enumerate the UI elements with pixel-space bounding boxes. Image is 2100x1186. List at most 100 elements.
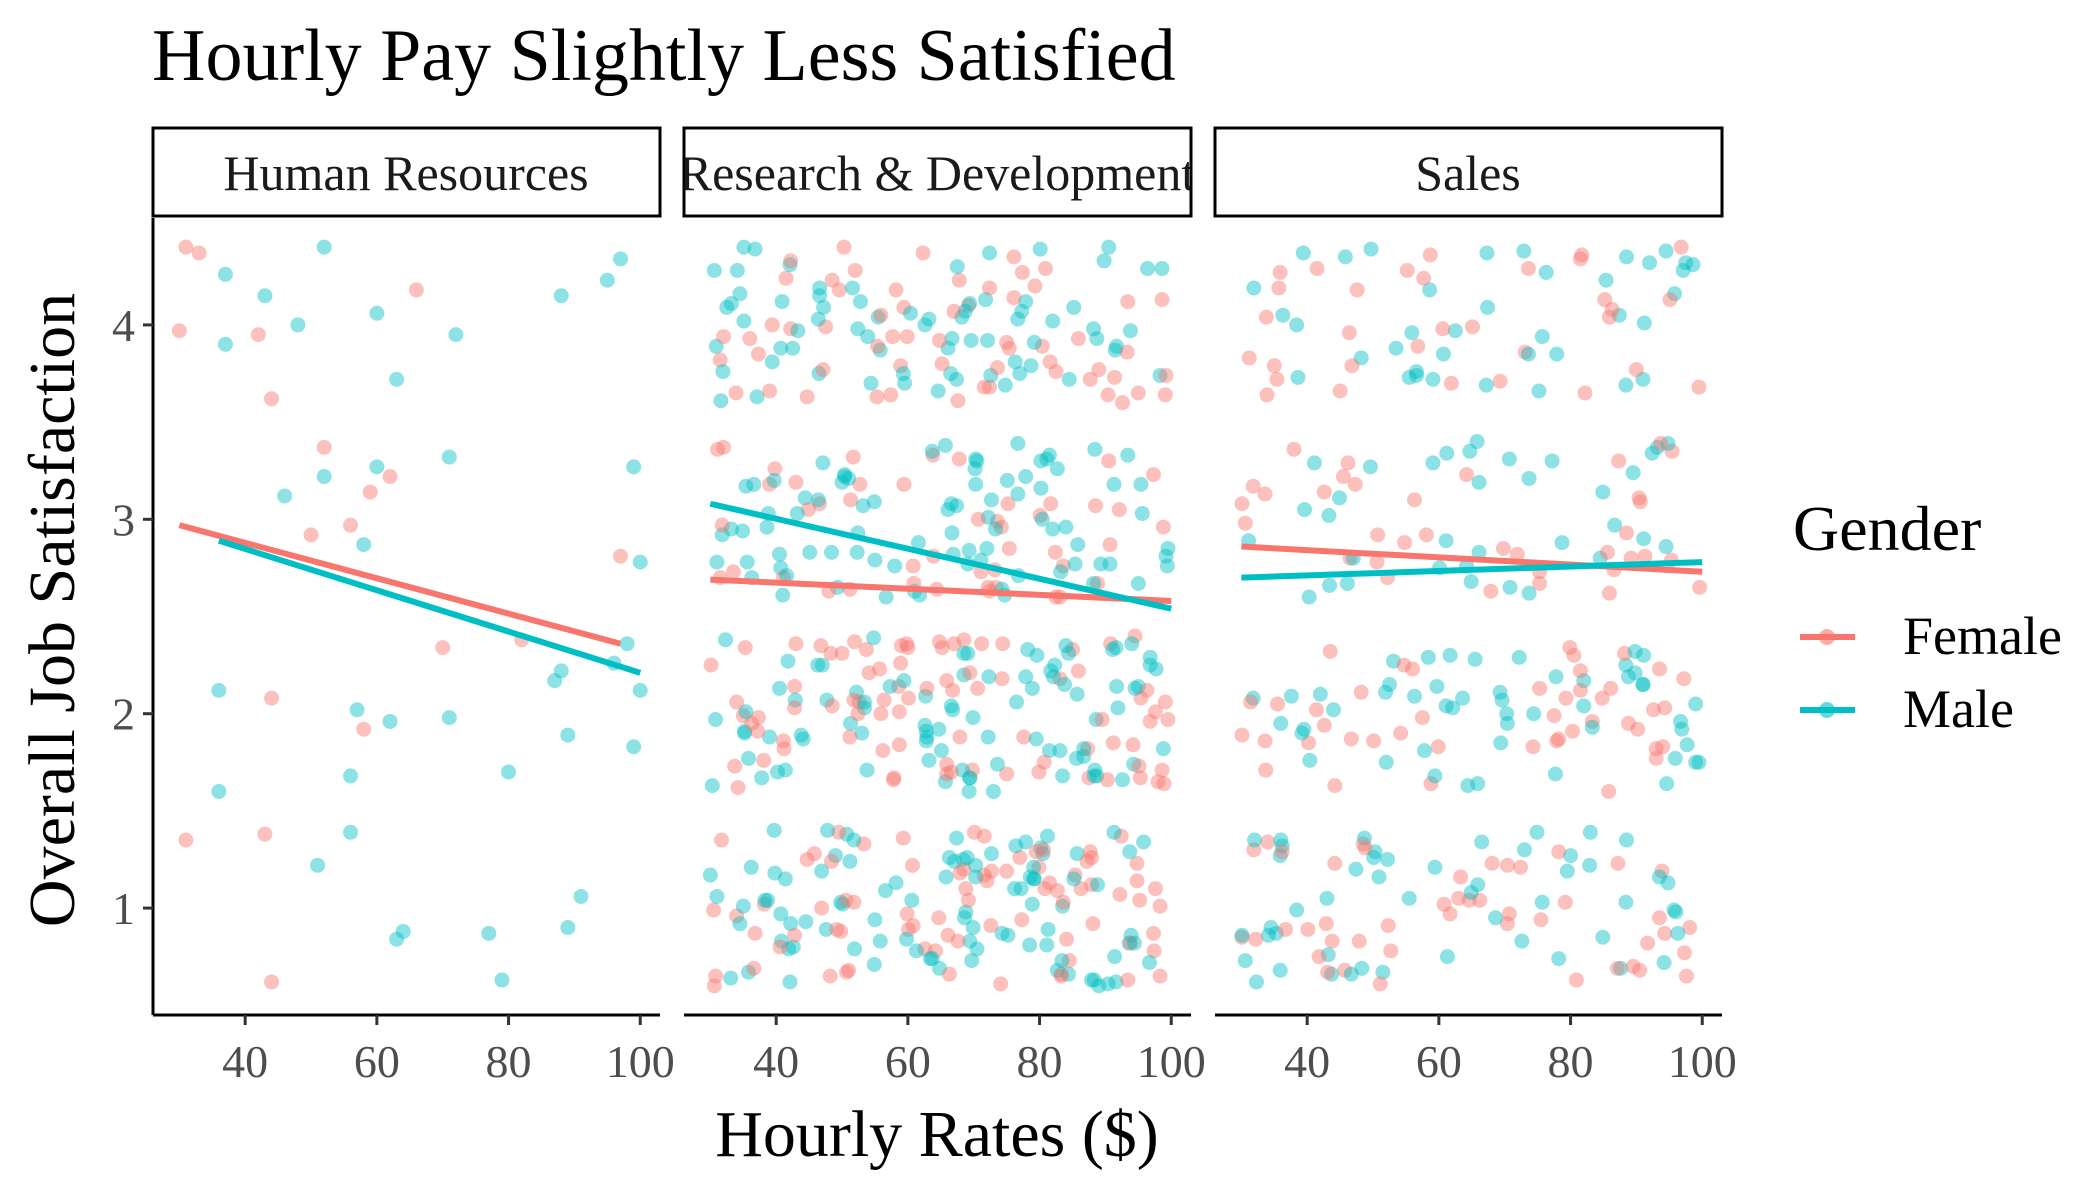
data-point-female: [1274, 844, 1290, 860]
data-point-female: [951, 451, 967, 467]
data-point-male: [1028, 731, 1044, 747]
data-point-male: [1388, 340, 1404, 356]
data-point-female: [1037, 881, 1053, 897]
data-point-male: [1595, 929, 1611, 945]
data-point-male: [1127, 680, 1143, 696]
x-tick-label: 100: [1668, 1036, 1737, 1087]
data-point-male: [441, 449, 457, 465]
data-point-male: [553, 288, 569, 304]
data-point-female: [362, 484, 378, 500]
data-point-male: [1009, 694, 1025, 710]
data-point-male: [1618, 894, 1634, 910]
data-point-male: [924, 443, 940, 459]
data-point-female: [1155, 519, 1171, 535]
data-point-male: [872, 342, 888, 358]
data-point-male: [1427, 859, 1443, 875]
data-point-female: [1027, 278, 1043, 294]
data-point-male: [1675, 262, 1691, 278]
trend-line-male: [709, 500, 1172, 612]
data-point-male: [815, 455, 831, 471]
data-point-male: [547, 673, 563, 689]
data-point-male: [706, 262, 722, 278]
data-point-male: [1688, 754, 1704, 770]
data-point-male: [856, 694, 872, 710]
data-point-male: [1474, 834, 1490, 850]
data-point-male: [1378, 684, 1394, 700]
data-point-female: [1006, 249, 1022, 265]
data-point-male: [1022, 869, 1038, 885]
data-point-female: [925, 447, 941, 463]
data-point-female: [883, 387, 899, 403]
data-point-female: [1459, 467, 1475, 483]
trend-line-female: [710, 576, 1172, 604]
data-point-male: [1526, 706, 1542, 722]
data-point-male: [918, 723, 934, 739]
data-point-male: [1008, 838, 1024, 854]
data-point-male: [1123, 927, 1139, 943]
data-point-female: [1609, 960, 1625, 976]
data-point-male: [931, 721, 947, 737]
data-point-male: [1621, 669, 1637, 685]
data-point-male: [933, 743, 949, 759]
data-point-female: [800, 502, 816, 518]
data-point-female: [1557, 894, 1573, 910]
data-point-female: [750, 346, 766, 362]
data-point-female: [1492, 373, 1508, 389]
data-point-female: [1599, 544, 1615, 560]
data-point-male: [737, 723, 753, 739]
data-point-male: [1487, 910, 1503, 926]
data-point-female: [836, 239, 852, 255]
data-point-female: [1300, 735, 1316, 751]
data-point-female: [1532, 575, 1548, 591]
data-point-male: [866, 494, 882, 510]
data-point-female: [1067, 867, 1083, 883]
data-point-male: [1563, 848, 1579, 864]
data-point-male: [290, 317, 306, 333]
data-point-male: [1047, 657, 1063, 673]
data-point-female: [1028, 844, 1044, 860]
data-point-male: [1120, 447, 1136, 463]
data-point-male: [882, 678, 898, 694]
data-point-male: [811, 366, 827, 382]
data-point-female: [1335, 469, 1351, 485]
data-point-male: [1058, 519, 1074, 535]
data-point-male: [738, 704, 754, 720]
data-point-female: [1632, 962, 1648, 978]
data-point-male: [866, 630, 882, 646]
data-point-male: [1362, 459, 1378, 475]
data-point-male: [1582, 824, 1598, 840]
data-point-male: [943, 366, 959, 382]
data-point-male: [863, 375, 879, 391]
data-point-male: [1422, 282, 1438, 298]
data-point-male: [981, 669, 997, 685]
data-point-male: [1115, 772, 1131, 788]
data-point-female: [1495, 540, 1511, 556]
data-point-female: [1630, 721, 1646, 737]
data-point-male: [789, 505, 805, 521]
data-point-male: [1022, 937, 1038, 953]
data-point-male: [903, 305, 919, 321]
data-point-male: [904, 892, 920, 908]
data-point-female: [303, 527, 319, 543]
data-point-female: [1130, 385, 1146, 401]
data-point-male: [964, 953, 980, 969]
data-point-male: [785, 340, 801, 356]
data-point-male: [1659, 776, 1675, 792]
data-point-female: [1006, 290, 1022, 306]
data-point-male: [746, 476, 762, 492]
data-point-male: [1026, 871, 1042, 887]
data-point-male: [1033, 840, 1049, 856]
data-point-male: [812, 280, 828, 296]
data-point-male: [1152, 367, 1168, 383]
data-point-male: [743, 859, 759, 875]
data-point-male: [1463, 885, 1479, 901]
data-point-female: [842, 729, 858, 745]
data-point-male: [969, 453, 985, 469]
data-point-female: [408, 282, 424, 298]
data-point-male: [1273, 715, 1289, 731]
data-point-male: [1107, 342, 1123, 358]
data-point-female: [799, 389, 815, 405]
data-point-male: [619, 636, 635, 652]
data-point-male: [1502, 579, 1518, 595]
data-point-female: [706, 978, 722, 994]
